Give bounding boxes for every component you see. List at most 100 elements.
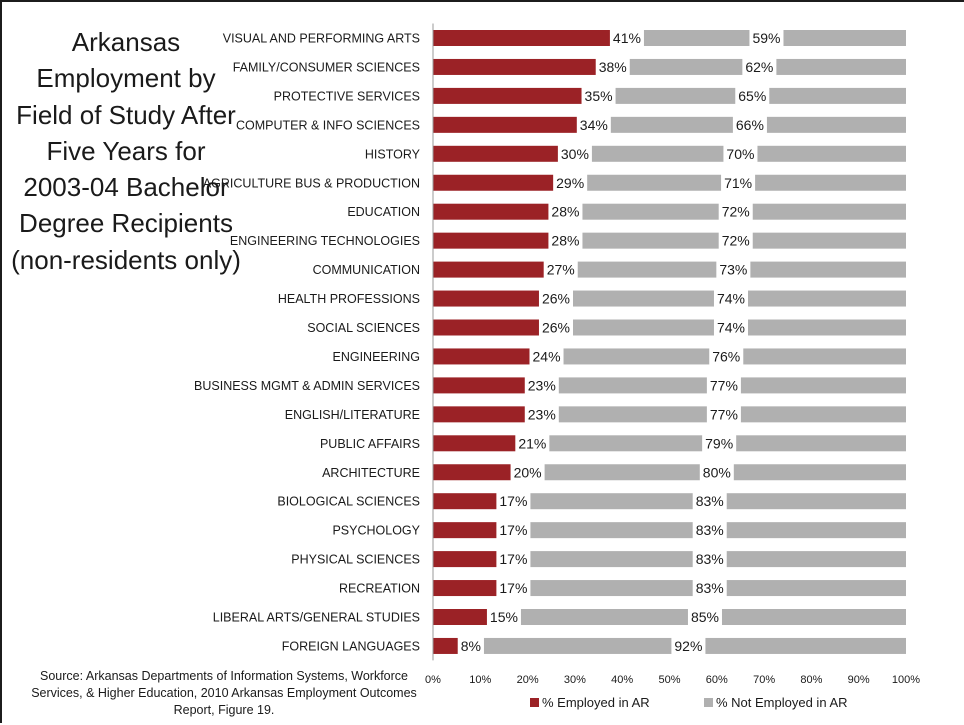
category-label: BIOLOGICAL SCIENCES — [277, 495, 420, 509]
data-label-not-employed-bg — [709, 347, 744, 366]
x-tick-label: 80% — [800, 674, 822, 686]
data-label-not-employed-bg — [687, 608, 722, 626]
category-label: AGRICULTURE BUS & PRODUCTION — [203, 176, 420, 190]
category-label: PSYCHOLOGY — [332, 524, 420, 538]
data-label-employed: 23% — [528, 406, 556, 422]
data-label-employed-bg — [557, 144, 592, 163]
data-label-not-employed: 62% — [745, 59, 773, 75]
data-label-not-employed-bg — [718, 231, 753, 250]
data-label-employed-bg — [529, 347, 564, 366]
data-label-not-employed: 71% — [724, 175, 752, 191]
data-label-employed-bg — [510, 463, 545, 482]
data-label-not-employed: 79% — [705, 435, 733, 451]
data-label-not-employed-bg — [671, 636, 706, 655]
data-label-employed: 17% — [499, 522, 527, 538]
data-label-not-employed-bg — [721, 173, 756, 192]
legend-label-employed: % Employed in AR — [542, 695, 650, 710]
bar-employed — [433, 464, 528, 481]
x-tick-label: 20% — [517, 674, 539, 686]
data-label-employed: 23% — [528, 377, 556, 393]
data-label-not-employed-bg — [742, 57, 777, 76]
bar-employed — [433, 522, 514, 539]
category-label: COMMUNICATION — [313, 263, 420, 277]
data-label-not-employed: 77% — [710, 406, 738, 422]
data-label-not-employed-bg — [692, 521, 727, 540]
data-label-employed: 30% — [561, 146, 589, 162]
data-label-not-employed-bg — [699, 463, 734, 482]
x-tick-label: 60% — [706, 674, 728, 686]
x-tick-label: 30% — [564, 674, 586, 686]
data-label-employed-bg — [538, 318, 573, 337]
category-label: SOCIAL SCIENCES — [307, 321, 420, 335]
data-label-not-employed-bg — [735, 86, 770, 105]
data-label-employed: 24% — [533, 348, 561, 364]
data-label-employed: 20% — [514, 464, 542, 480]
data-label-not-employed-bg — [713, 289, 749, 308]
data-label-employed: 38% — [599, 59, 627, 75]
data-label-not-employed: 76% — [712, 348, 740, 364]
data-label-not-employed: 72% — [722, 233, 750, 249]
chart-title: Arkansas Employment by Field of Study Af… — [11, 27, 241, 275]
bar-employed — [433, 116, 594, 133]
data-label-not-employed: 73% — [719, 262, 747, 278]
bar-employed — [433, 58, 613, 75]
data-label-not-employed: 83% — [696, 580, 724, 596]
legend-label-not-employed: % Not Employed in AR — [716, 695, 848, 710]
x-tick-label: 10% — [469, 674, 491, 686]
data-label-not-employed: 85% — [691, 609, 719, 625]
data-label-not-employed: 83% — [696, 522, 724, 538]
bar-employed — [433, 551, 514, 568]
data-label-not-employed: 70% — [726, 146, 754, 162]
source-note: Source: Arkansas Departments of Informat… — [31, 669, 417, 717]
bar-employed — [433, 406, 542, 423]
category-label: VISUAL AND PERFORMING ARTS — [223, 32, 420, 46]
data-label-not-employed: 66% — [736, 117, 764, 133]
data-label-employed-bg — [609, 29, 644, 47]
data-label-employed-bg — [576, 115, 611, 134]
category-label: ENGLISH/LITERATURE — [285, 408, 420, 422]
bar-employed — [433, 377, 542, 394]
data-label-employed-bg — [457, 636, 484, 655]
data-label-employed: 15% — [490, 609, 518, 625]
data-label-employed-bg — [515, 434, 550, 453]
data-label-not-employed-bg — [749, 29, 784, 47]
x-tick-label: 100% — [892, 674, 920, 686]
data-label-employed: 26% — [542, 320, 570, 336]
x-tick-label: 90% — [848, 674, 870, 686]
data-label-employed: 8% — [461, 638, 481, 654]
category-label: LIBERAL ARTS/GENERAL STUDIES — [213, 611, 420, 625]
bar-employed — [433, 203, 566, 220]
category-label: COMPUTER & INFO SCIENCES — [236, 118, 420, 132]
bar-employed — [433, 435, 533, 452]
data-label-not-employed-bg — [702, 434, 737, 453]
legend-item-not-employed: % Not Employed in AR — [704, 695, 848, 710]
category-label: FOREIGN LANGUAGES — [282, 639, 420, 653]
category-label: ARCHITECTURE — [322, 466, 420, 480]
data-label-not-employed-bg — [706, 376, 741, 395]
bar-employed — [433, 290, 556, 307]
bar-employed — [433, 87, 599, 104]
bar-employed — [433, 145, 575, 162]
data-label-not-employed-bg — [723, 144, 758, 163]
bar-employed — [433, 30, 627, 46]
data-label-employed-bg — [496, 579, 531, 598]
data-label-employed-bg — [486, 608, 521, 626]
x-tick-label: 40% — [611, 674, 633, 686]
bar-employed — [433, 493, 514, 510]
data-label-employed: 35% — [585, 88, 613, 104]
data-label-not-employed: 77% — [710, 377, 738, 393]
data-label-employed: 17% — [499, 580, 527, 596]
category-labels: VISUAL AND PERFORMING ARTS FAMILY/CONSUME… — [194, 32, 421, 654]
data-label-employed: 21% — [518, 435, 546, 451]
data-label-not-employed: 83% — [696, 493, 724, 509]
data-label-employed-bg — [538, 289, 573, 308]
data-label-employed-bg — [543, 260, 578, 279]
data-label-employed: 28% — [551, 204, 579, 220]
data-label-not-employed: 92% — [674, 638, 702, 654]
category-label: BUSINESS MGMT & ADMIN SERVICES — [194, 379, 420, 393]
bar-employed — [433, 609, 504, 625]
data-label-employed: 17% — [499, 551, 527, 567]
data-label-employed-bg — [553, 173, 588, 192]
